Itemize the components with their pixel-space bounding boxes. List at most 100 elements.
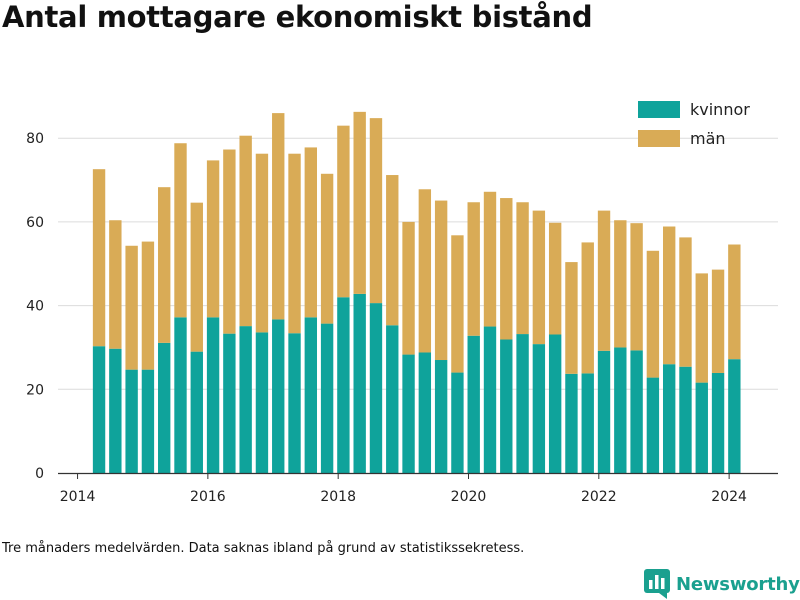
bar-kvinnor [369, 303, 383, 473]
bar-man [255, 153, 269, 333]
legend-label: män [690, 129, 726, 148]
bar-kvinnor [418, 352, 432, 473]
bar-kvinnor [223, 333, 236, 473]
bar-man [532, 210, 546, 345]
bar-man [597, 210, 611, 351]
bar-man [516, 202, 529, 335]
bar-kvinnor [272, 319, 285, 473]
bar-man [646, 250, 660, 378]
bar-man [728, 244, 741, 360]
bar-kvinnor [679, 366, 692, 473]
bar-man [402, 221, 415, 355]
footnote: Tre månaders medelvärden. Data saknas ib… [2, 541, 525, 556]
bar-man [548, 222, 562, 335]
axes: 0 20 40 60 80 2014 2016 2018 2020 2022 2024 [26, 131, 778, 505]
bar-man [614, 220, 627, 348]
bar-kvinnor [125, 369, 138, 473]
legend: kvinnor män [638, 100, 750, 148]
bar-kvinnor [337, 297, 350, 473]
legend-label: kvinnor [690, 100, 750, 119]
bar-man [337, 125, 350, 298]
bar-man [223, 149, 236, 334]
bar-kvinnor [711, 372, 725, 473]
bar-man [483, 191, 497, 327]
newsworthy-logo-icon [644, 569, 670, 599]
bar-kvinnor [92, 346, 106, 473]
bar-man [92, 169, 106, 347]
bar-man [272, 113, 285, 320]
bar-man [109, 220, 122, 349]
bar-man [565, 262, 578, 374]
bar-kvinnor [662, 364, 676, 473]
bar-man [711, 269, 725, 373]
x-tick-label: 2020 [451, 489, 487, 505]
bar-man [206, 160, 220, 318]
bar-kvinnor [158, 342, 171, 473]
legend-swatch [638, 101, 680, 118]
bar-kvinnor [255, 332, 269, 473]
chart-title: Antal mottagare ekonomiskt bistånd [2, 0, 593, 34]
bar-man [695, 273, 708, 383]
bar-man [320, 173, 334, 324]
bar-man [190, 202, 203, 352]
bar-kvinnor [646, 377, 660, 473]
x-tick-label: 2014 [60, 489, 96, 505]
bar-kvinnor [695, 382, 708, 473]
bar-man [451, 235, 464, 373]
y-tick-label: 0 [35, 466, 44, 482]
brand-name: Newsworthy [676, 573, 800, 595]
bar-kvinnor [614, 347, 627, 473]
bar-man [418, 189, 432, 353]
bar-kvinnor [467, 335, 480, 473]
bar-kvinnor [288, 333, 301, 473]
bar-man [174, 143, 187, 318]
bar-kvinnor [483, 326, 497, 473]
bar-kvinnor [109, 348, 122, 473]
x-tick-label: 2022 [581, 489, 617, 505]
bar-kvinnor [548, 334, 562, 473]
bar-kvinnor [565, 373, 578, 473]
bar-kvinnor [402, 354, 415, 473]
bar-kvinnor [581, 373, 594, 473]
bar-kvinnor [597, 350, 611, 473]
bar-kvinnor [516, 334, 529, 473]
bar-man [581, 242, 594, 374]
bar-kvinnor [500, 339, 513, 473]
bar-man [662, 226, 676, 365]
bar-man [288, 153, 301, 334]
x-tick-label: 2024 [711, 489, 747, 505]
bar-man [304, 147, 318, 318]
bar-series [92, 111, 741, 473]
bar-kvinnor [141, 369, 155, 473]
bar-kvinnor [353, 293, 366, 473]
bar-kvinnor [630, 350, 643, 473]
bar-kvinnor [206, 317, 220, 473]
bar-man [239, 135, 252, 327]
bar-man [141, 241, 155, 370]
bar-man [434, 200, 448, 361]
bar-kvinnor [320, 323, 334, 473]
y-tick-label: 60 [26, 215, 44, 231]
bar-man [158, 187, 171, 343]
bar-kvinnor [386, 325, 399, 473]
y-tick-label: 80 [26, 131, 44, 147]
bar-kvinnor [304, 317, 318, 473]
bar-man [630, 223, 643, 351]
bar-kvinnor [728, 359, 741, 473]
x-tick-label: 2018 [320, 489, 356, 505]
bar-kvinnor [239, 326, 252, 473]
bar-kvinnor [451, 372, 464, 473]
bar-man [353, 111, 366, 294]
bar-man [125, 245, 138, 370]
bar-man [369, 118, 383, 304]
bar-kvinnor [174, 317, 187, 473]
bar-kvinnor [434, 360, 448, 473]
x-tick-label: 2016 [190, 489, 226, 505]
y-tick-label: 40 [26, 299, 44, 315]
bar-kvinnor [190, 351, 203, 473]
bar-kvinnor [532, 344, 546, 473]
legend-swatch [638, 130, 680, 147]
brand-logo[interactable]: Newsworthy [644, 569, 800, 599]
bar-man [679, 237, 692, 367]
